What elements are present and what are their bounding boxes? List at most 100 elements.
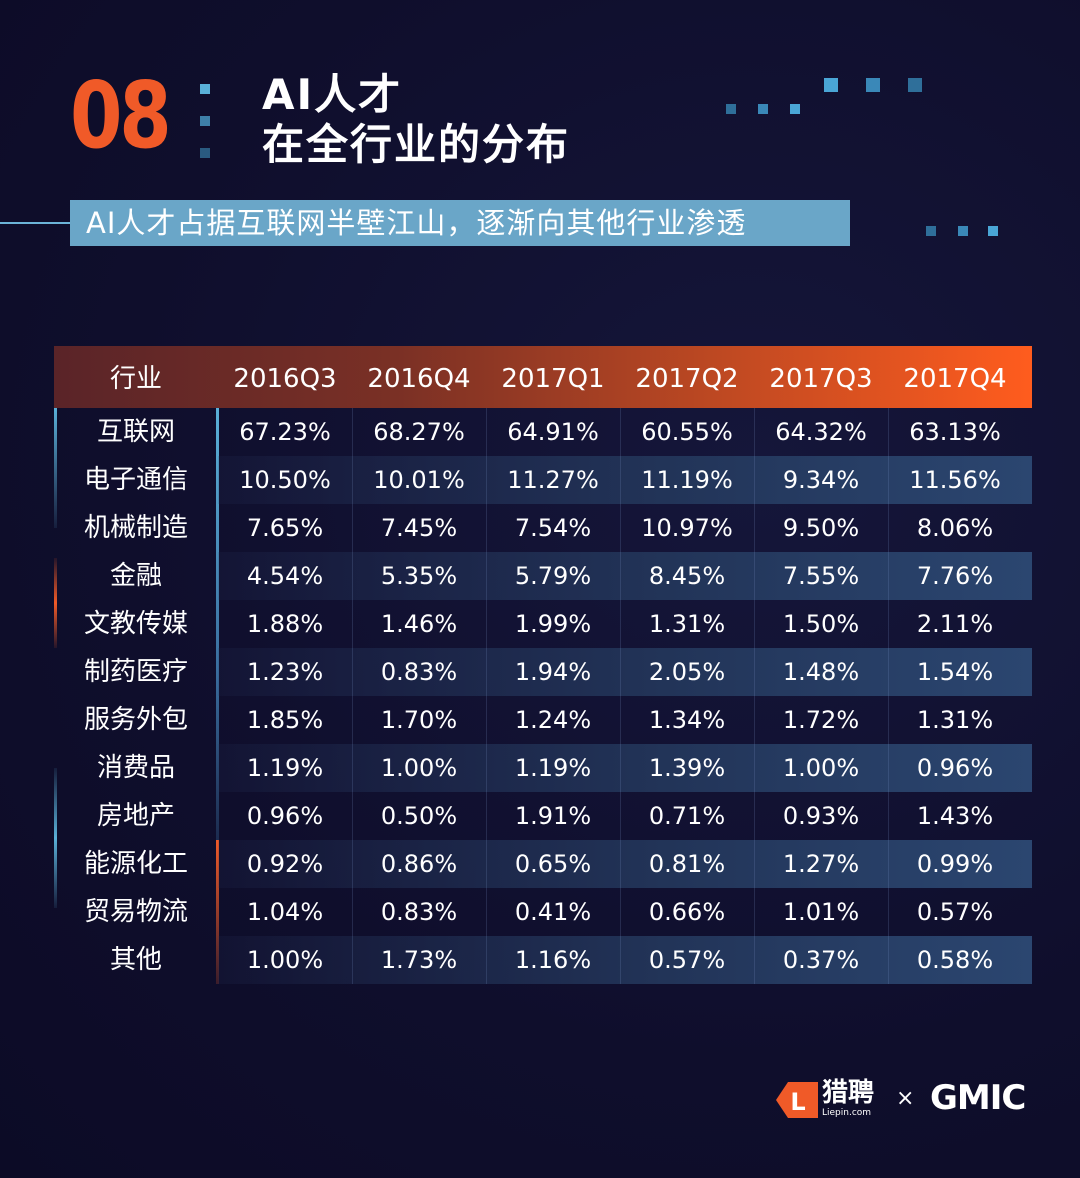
column-separator [754,648,755,696]
table-cell: 2.05% [648,658,726,686]
column-separator [486,504,487,552]
column-separator [888,936,889,984]
column-separator [754,792,755,840]
row-label: 电子通信 [83,465,188,495]
table-cell: 0.81% [648,850,726,878]
square-decoration [988,226,998,236]
column-header-2017q3: 2017Q3 [769,364,873,394]
subtitle-leader-line [0,222,72,224]
table-cell: 7.65% [246,514,324,542]
column-separator [620,552,621,600]
column-header-2017q1: 2017Q1 [501,364,605,394]
square-decoration [758,104,768,114]
table-cell: 0.41% [514,898,592,926]
table-cell: 0.96% [246,802,324,830]
table-row: 1.23% 0.83% 1.94% 2.05% 1.48% 1.54% [218,648,1032,696]
table-cell: 1.01% [782,898,860,926]
left-accent-bar [54,408,57,528]
row-label: 其他 [109,945,162,975]
column-separator [620,696,621,744]
column-separator [486,888,487,936]
footer-logos: L 猎聘 Liepin.com × GMIC [776,1078,1036,1122]
table-cell: 1.19% [514,754,592,782]
collaboration-times-sign: × [896,1086,915,1111]
table-cell: 7.76% [916,562,994,590]
column-separator [888,840,889,888]
table-cell: 64.91% [507,418,599,446]
table-cell: 1.04% [246,898,324,926]
row-label: 房地产 [96,801,175,831]
table-row: 7.65% 7.45% 7.54% 10.97% 9.50% 8.06% [218,504,1032,552]
column-separator [620,744,621,792]
table-cell: 1.00% [380,754,458,782]
table-cell: 1.27% [782,850,860,878]
table-cell: 1.91% [514,802,592,830]
column-separator [352,408,353,456]
table-row: 4.54% 5.35% 5.79% 8.45% 7.55% 7.76% [218,552,1032,600]
table-cell: 2.11% [916,610,994,638]
table-cell: 11.27% [507,466,599,494]
column-separator [620,936,621,984]
table-cell: 1.31% [648,610,726,638]
column-separator [754,408,755,456]
column-separator [888,504,889,552]
liepin-brand-url: Liepin.com [822,1108,872,1118]
table-row: 67.23% 68.27% 64.91% 60.55% 64.32% 63.13% [218,408,1032,456]
column-separator [888,696,889,744]
table-row: 1.19% 1.00% 1.19% 1.39% 1.00% 0.96% [218,744,1032,792]
column-separator [754,744,755,792]
square-decoration [824,78,838,92]
column-separator [352,792,353,840]
column-separator [486,408,487,456]
column-separator [754,552,755,600]
dot-decoration [200,116,210,126]
square-decoration [726,104,736,114]
column-header-2017q4: 2017Q4 [903,364,1007,394]
column-separator [486,648,487,696]
table-cell: 11.56% [909,466,1001,494]
left-accent-bar [54,768,57,908]
table-cell: 9.34% [782,466,860,494]
table-cell: 1.16% [514,946,592,974]
column-separator [352,600,353,648]
table-cell: 7.55% [782,562,860,590]
column-separator [754,504,755,552]
square-decoration [958,226,968,236]
column-separator [352,504,353,552]
table-cell: 1.70% [380,706,458,734]
dot-decoration [200,148,210,158]
row-label: 服务外包 [83,705,188,735]
table-cell: 64.32% [775,418,867,446]
table-row: 1.04% 0.83% 0.41% 0.66% 1.01% 0.57% [218,888,1032,936]
table-cell: 1.46% [380,610,458,638]
dot-decoration [200,84,210,94]
table-cell: 1.00% [782,754,860,782]
column-separator [352,696,353,744]
table-cell: 10.01% [373,466,465,494]
table-row: 1.85% 1.70% 1.24% 1.34% 1.72% 1.31% [218,696,1032,744]
column-header-2016q3: 2016Q3 [233,364,337,394]
table-row: 0.96% 0.50% 1.91% 0.71% 0.93% 1.43% [218,792,1032,840]
column-separator [486,936,487,984]
table-cell: 1.31% [916,706,994,734]
table-cell: 68.27% [373,418,465,446]
table-cell: 5.35% [380,562,458,590]
label-column-divider [216,840,219,984]
column-separator [486,744,487,792]
row-label: 互联网 [96,417,175,447]
column-separator [754,888,755,936]
table-cell: 1.50% [782,610,860,638]
table-row: 1.88% 1.46% 1.99% 1.31% 1.50% 2.11% [218,600,1032,648]
table-row: 1.00% 1.73% 1.16% 0.57% 0.37% 0.58% [218,936,1032,984]
label-column-divider [216,408,219,840]
table-cell: 1.24% [514,706,592,734]
table-cell: 1.73% [380,946,458,974]
table-cell: 1.54% [916,658,994,686]
column-separator [352,552,353,600]
table-cell: 1.23% [246,658,324,686]
table-row: 10.50% 10.01% 11.27% 11.19% 9.34% 11.56% [218,456,1032,504]
row-label: 金融 [109,561,162,591]
table-cell: 0.65% [514,850,592,878]
column-separator [754,456,755,504]
square-decoration [908,78,922,92]
